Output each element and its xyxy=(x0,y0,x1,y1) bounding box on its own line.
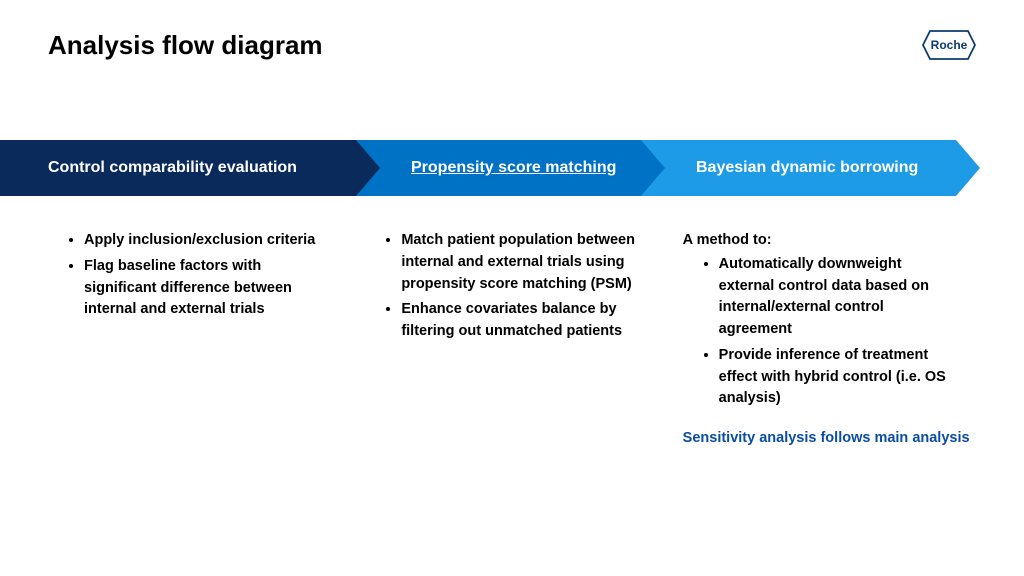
chevron-label: Control comparability evaluation xyxy=(32,140,352,196)
sensitivity-note: Sensitivity analysis follows main analys… xyxy=(683,428,976,450)
column-lead: A method to: xyxy=(683,230,976,252)
slide: Analysis flow diagram Roche Bayesian dyn… xyxy=(0,0,1024,576)
content-columns: Apply inclusion/exclusion criteria Flag b… xyxy=(48,230,976,450)
list-item: Match patient population between interna… xyxy=(401,230,658,295)
list-item: Enhance covariates balance by filtering … xyxy=(401,299,658,343)
list-item: Provide inference of treatment effect wi… xyxy=(719,345,976,410)
column: A method to:Automatically downweight ext… xyxy=(683,230,976,450)
list-item: Flag baseline factors with significant d… xyxy=(84,256,341,321)
logo-text: Roche xyxy=(931,38,968,52)
bullet-list: Apply inclusion/exclusion criteria Flag b… xyxy=(48,230,341,321)
process-chevron-row: Bayesian dynamic borrowing Propensity sco… xyxy=(0,140,1024,196)
bullet-list: Automatically downweight external contro… xyxy=(683,254,976,410)
page-title: Analysis flow diagram xyxy=(48,30,323,61)
bullet-list: Match patient population between interna… xyxy=(365,230,658,343)
header: Analysis flow diagram Roche xyxy=(48,30,976,61)
hexagon-icon: Roche xyxy=(922,30,976,60)
list-item: Automatically downweight external contro… xyxy=(719,254,976,341)
chevron-label: Propensity score matching xyxy=(395,140,645,196)
column: Match patient population between interna… xyxy=(365,230,658,450)
roche-logo: Roche xyxy=(922,30,976,60)
chevron-label: Bayesian dynamic borrowing xyxy=(680,140,960,196)
column: Apply inclusion/exclusion criteria Flag b… xyxy=(48,230,341,450)
list-item: Apply inclusion/exclusion criteria xyxy=(84,230,341,252)
